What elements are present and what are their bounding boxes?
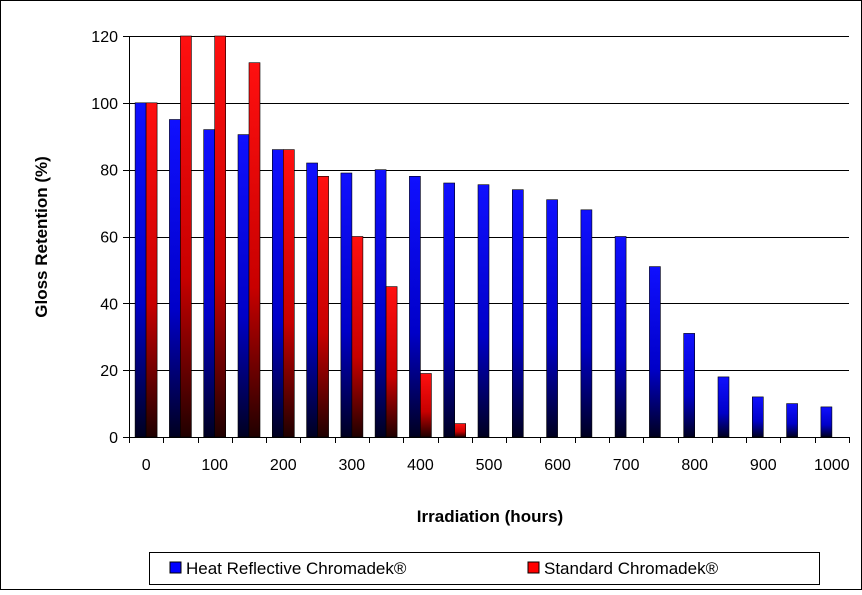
bar-heat-reflective-450: [443, 182, 456, 438]
x-tick-label-0: 0: [142, 457, 151, 474]
bar-heat-reflective-600: [546, 199, 558, 438]
x-tick-label-1000: 1000: [814, 457, 850, 474]
bar-heat-reflective-650: [580, 209, 593, 438]
legend-label-standard: Standard Chromadek®: [544, 559, 719, 578]
bar-heat-reflective-50: [169, 119, 181, 438]
bar-heat-reflective-900: [751, 396, 764, 438]
bar-standard-100: [214, 35, 226, 438]
x-tick-label-700: 700: [613, 457, 640, 474]
bar-heat-reflective-550: [511, 189, 524, 438]
legend-box: [149, 552, 820, 585]
y-tick-label-120: 120: [91, 29, 118, 46]
bar-heat-reflective-1000: [820, 406, 833, 438]
x-tick-label-300: 300: [339, 457, 366, 474]
bar-standard-0: [145, 102, 158, 438]
bar-heat-reflective-500: [477, 184, 490, 438]
bar-standard-250: [317, 176, 329, 438]
bar-heat-reflective-950: [786, 403, 798, 438]
bar-heat-reflective-0: [134, 102, 147, 438]
x-tick-labels: 0 100 200 300 400 500 600 700 800 900 1000: [142, 457, 850, 474]
bar-heat-reflective-150: [237, 134, 250, 438]
bar-standard-350: [385, 286, 398, 438]
x-tick-label-200: 200: [270, 457, 297, 474]
bar-heat-reflective-200: [271, 149, 284, 438]
bar-heat-reflective-850: [717, 376, 730, 438]
bar-heat-reflective-400: [409, 176, 421, 438]
y-tick-labels: 0 20 40 60 80 100 120: [91, 29, 118, 447]
legend-label-heat-reflective: Heat Reflective Chromadek®: [186, 559, 407, 578]
bar-heat-reflective-800: [683, 333, 696, 438]
bar-heat-reflective-300: [340, 172, 353, 438]
y-tick-label-40: 40: [100, 296, 118, 313]
y-tick-label-100: 100: [91, 96, 118, 113]
legend-swatch-standard: [527, 561, 540, 574]
bar-heat-reflective-350: [374, 169, 387, 438]
bar-heat-reflective-750: [649, 266, 661, 438]
bar-heat-reflective-100: [203, 129, 215, 438]
axes: [123, 36, 850, 443]
bars: [134, 35, 833, 438]
y-tick-label-20: 20: [100, 363, 118, 380]
y-tick-label-80: 80: [100, 163, 118, 180]
x-tick-label-800: 800: [681, 457, 708, 474]
x-tick-label-400: 400: [407, 457, 434, 474]
x-tick-label-900: 900: [750, 457, 777, 474]
x-tick-label-600: 600: [544, 457, 571, 474]
x-tick-label-500: 500: [476, 457, 503, 474]
x-axis-title: Irradiation (hours): [417, 507, 563, 526]
y-tick-label-0: 0: [109, 430, 118, 447]
legend-swatch-heat-reflective: [169, 561, 182, 574]
bar-standard-300: [351, 236, 364, 438]
bar-heat-reflective-700: [614, 236, 627, 438]
bar-standard-50: [180, 35, 192, 438]
legend: Heat Reflective Chromadek® Standard Chro…: [149, 552, 820, 585]
bar-heat-reflective-250: [306, 162, 318, 438]
bar-standard-450: [454, 423, 467, 438]
bar-standard-400: [420, 373, 432, 438]
bar-standard-150: [248, 62, 261, 438]
x-tick-label-100: 100: [201, 457, 228, 474]
y-tick-label-60: 60: [100, 230, 118, 247]
y-axis-title: Gloss Retention (%): [32, 156, 51, 318]
bar-standard-200: [282, 149, 295, 438]
